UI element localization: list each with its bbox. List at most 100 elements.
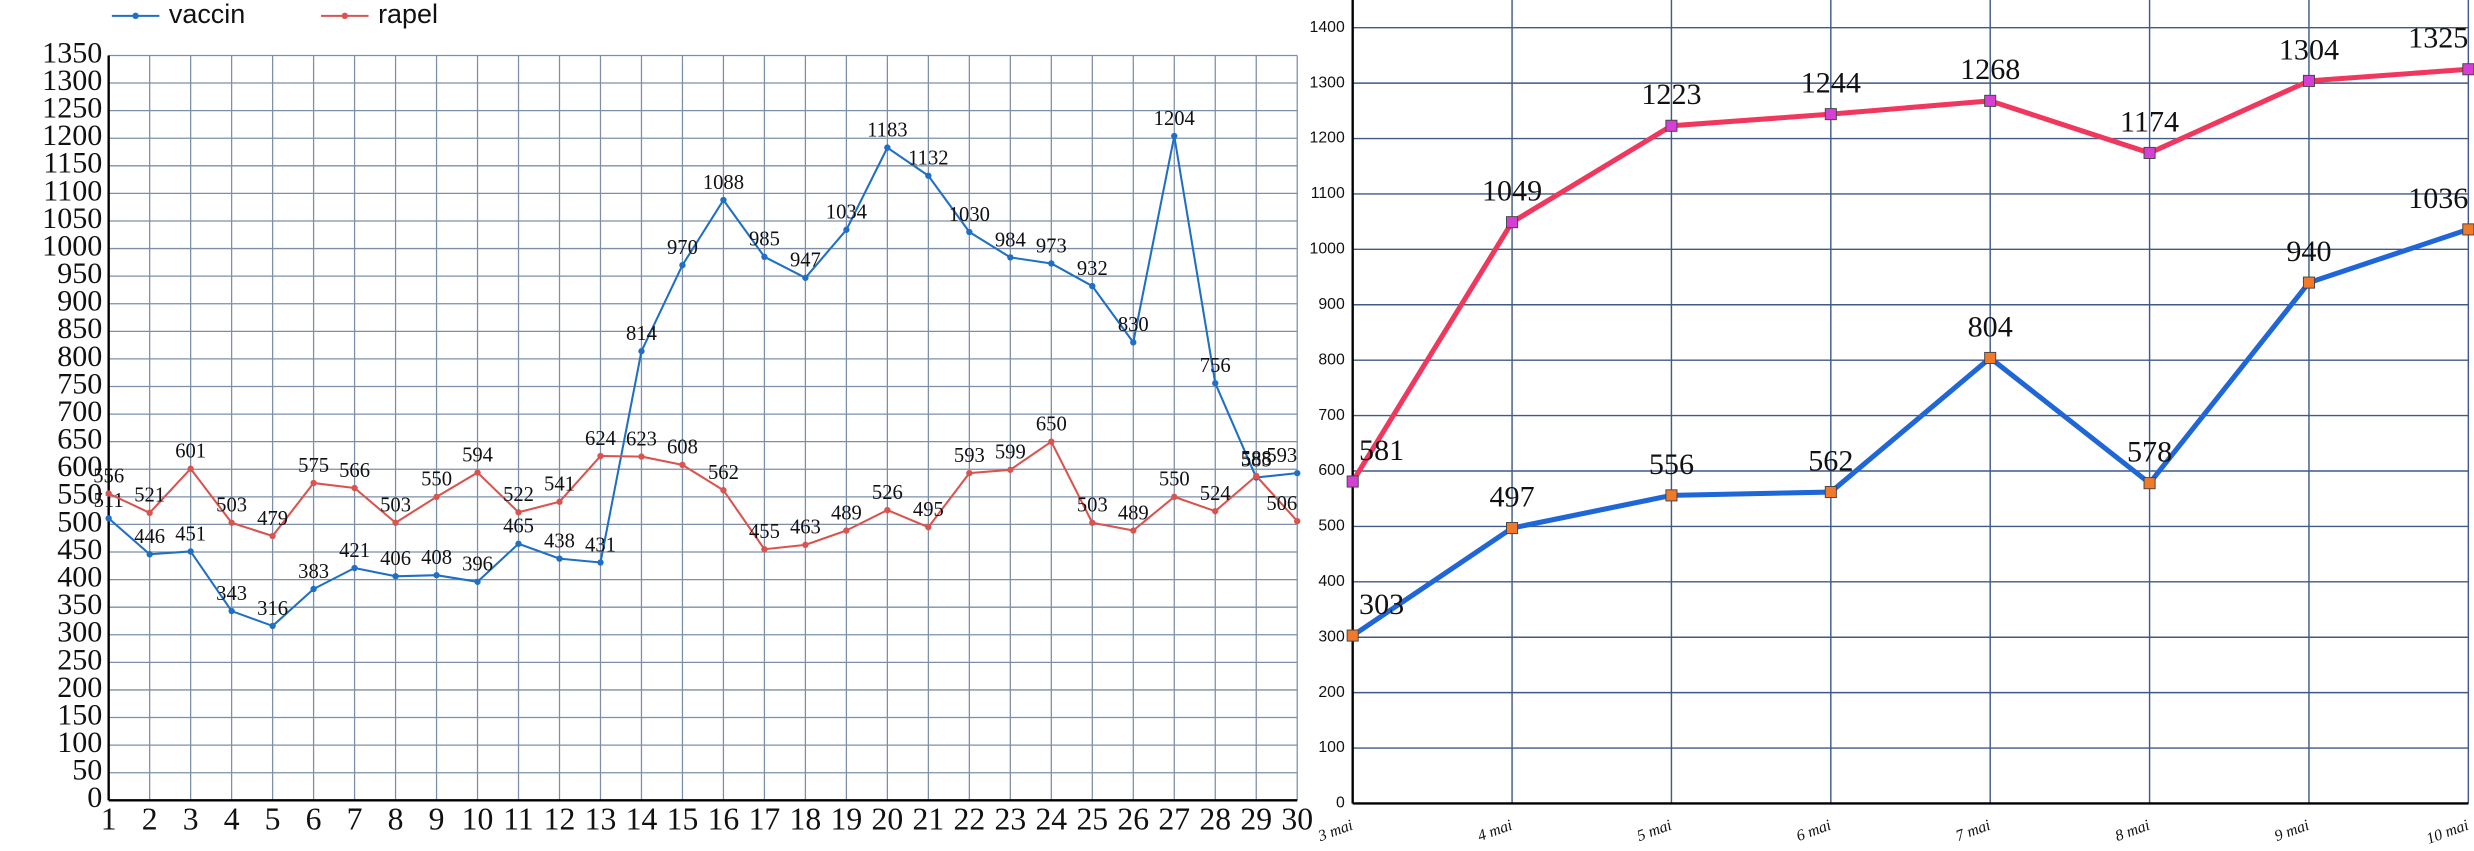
y-tick-label: 300 bbox=[57, 615, 102, 649]
data-label: 446 bbox=[134, 526, 165, 548]
x-tick-label: 28 bbox=[1199, 802, 1231, 837]
point-marker bbox=[1089, 519, 1096, 526]
y-tick-label: 0 bbox=[87, 780, 102, 814]
point-marker bbox=[679, 461, 686, 469]
point-marker bbox=[761, 253, 768, 261]
x-tick-label: 14 bbox=[626, 802, 658, 837]
point-marker bbox=[351, 564, 358, 572]
point-marker bbox=[1171, 493, 1178, 501]
series-line bbox=[107, 134, 1298, 627]
data-label: 1174 bbox=[2120, 104, 2179, 138]
y-tick-label: 100 bbox=[57, 725, 102, 759]
data-label: 1304 bbox=[2279, 32, 2339, 66]
x-tick-label: 26 bbox=[1117, 802, 1149, 837]
y-tick-label: 1100 bbox=[1311, 185, 1345, 202]
x-tick-label: 27 bbox=[1158, 802, 1190, 837]
data-label: 408 bbox=[421, 547, 452, 569]
point-marker bbox=[1089, 282, 1096, 290]
data-label: 406 bbox=[380, 548, 411, 570]
data-label: 593 bbox=[1266, 445, 1297, 467]
y-tick-label: 500 bbox=[57, 504, 102, 538]
data-label: 1036 bbox=[2408, 181, 2468, 215]
point-marker bbox=[269, 532, 276, 540]
point-marker bbox=[679, 261, 686, 269]
x-tick-label: 19 bbox=[831, 802, 863, 837]
data-label: 756 bbox=[1200, 355, 1231, 377]
data-label: 431 bbox=[585, 534, 616, 556]
data-label: 465 bbox=[503, 516, 534, 538]
data-label: 489 bbox=[1118, 502, 1149, 524]
point-marker bbox=[351, 484, 358, 492]
x-tick-label: 1 bbox=[101, 802, 117, 837]
data-label: 1183 bbox=[867, 119, 907, 141]
point-marker bbox=[843, 527, 850, 534]
x-tick-label: 16 bbox=[708, 802, 740, 837]
point-marker bbox=[1346, 475, 1359, 488]
point-marker bbox=[146, 509, 153, 517]
data-label: 550 bbox=[421, 469, 452, 491]
y-tick-label: 1100 bbox=[43, 173, 102, 207]
point-marker bbox=[474, 469, 481, 476]
data-label: 599 bbox=[995, 442, 1026, 464]
series-line bbox=[1350, 66, 2469, 483]
y-tick-label: 1200 bbox=[1310, 130, 1345, 147]
y-tick-label: 50 bbox=[72, 753, 102, 787]
data-label: 497 bbox=[1489, 479, 1534, 513]
y-tick-label: 500 bbox=[1318, 518, 1345, 535]
data-label: 1223 bbox=[1641, 77, 1701, 111]
data-label: 562 bbox=[1808, 443, 1853, 477]
point-marker bbox=[228, 519, 235, 526]
x-tick-label: 20 bbox=[872, 802, 904, 837]
y-tick-label: 1150 bbox=[43, 146, 102, 180]
y-tick-label: 1350 bbox=[42, 35, 102, 69]
point-marker bbox=[269, 622, 276, 630]
y-tick-label: 750 bbox=[57, 366, 102, 400]
point-marker bbox=[802, 274, 809, 281]
x-tick-label: 5 bbox=[265, 802, 281, 837]
legend-marker bbox=[132, 12, 139, 20]
y-tick-label: 850 bbox=[57, 311, 102, 345]
y-tick-label: 400 bbox=[1318, 573, 1345, 590]
x-tick-label: 4 mai bbox=[1475, 817, 1514, 845]
data-label: 316 bbox=[257, 598, 288, 620]
y-tick-label: 350 bbox=[57, 587, 102, 621]
data-label: 455 bbox=[749, 521, 780, 543]
x-tick-label: 8 bbox=[388, 802, 404, 837]
point-marker bbox=[146, 551, 153, 558]
y-tick-label: 700 bbox=[1318, 407, 1345, 424]
data-label: 947 bbox=[790, 250, 821, 272]
data-label: 479 bbox=[257, 508, 288, 530]
data-label: 1268 bbox=[1960, 52, 2020, 86]
point-marker bbox=[884, 144, 891, 151]
point-marker bbox=[515, 540, 522, 547]
point-marker bbox=[1048, 260, 1055, 267]
y-tick-label: 250 bbox=[57, 642, 102, 676]
x-tick-label: 7 mai bbox=[1954, 817, 1993, 845]
point-marker bbox=[2143, 477, 2156, 490]
data-label: 608 bbox=[667, 437, 698, 459]
point-marker bbox=[310, 585, 317, 593]
x-tick-label: 5 mai bbox=[1635, 817, 1674, 845]
point-marker bbox=[1824, 486, 1837, 499]
data-label: 1204 bbox=[1154, 108, 1195, 130]
x-tick-label: 18 bbox=[790, 802, 822, 837]
point-marker bbox=[1007, 466, 1014, 473]
data-label: 396 bbox=[462, 554, 493, 576]
point-marker bbox=[1253, 472, 1260, 480]
x-tick-label: 6 bbox=[306, 802, 322, 837]
point-marker bbox=[884, 506, 891, 514]
x-tick-label: 8 mai bbox=[2113, 817, 2152, 845]
point-marker bbox=[310, 479, 317, 487]
point-marker bbox=[1212, 380, 1219, 387]
y-tick-label: 300 bbox=[1318, 628, 1345, 645]
point-marker bbox=[556, 498, 563, 505]
point-marker bbox=[105, 515, 112, 522]
data-label: 985 bbox=[749, 229, 780, 251]
point-marker bbox=[1824, 108, 1837, 121]
point-marker bbox=[966, 228, 973, 236]
series-line bbox=[1351, 226, 2470, 638]
x-tick-label: 9 bbox=[429, 802, 445, 837]
point-marker bbox=[433, 493, 440, 501]
